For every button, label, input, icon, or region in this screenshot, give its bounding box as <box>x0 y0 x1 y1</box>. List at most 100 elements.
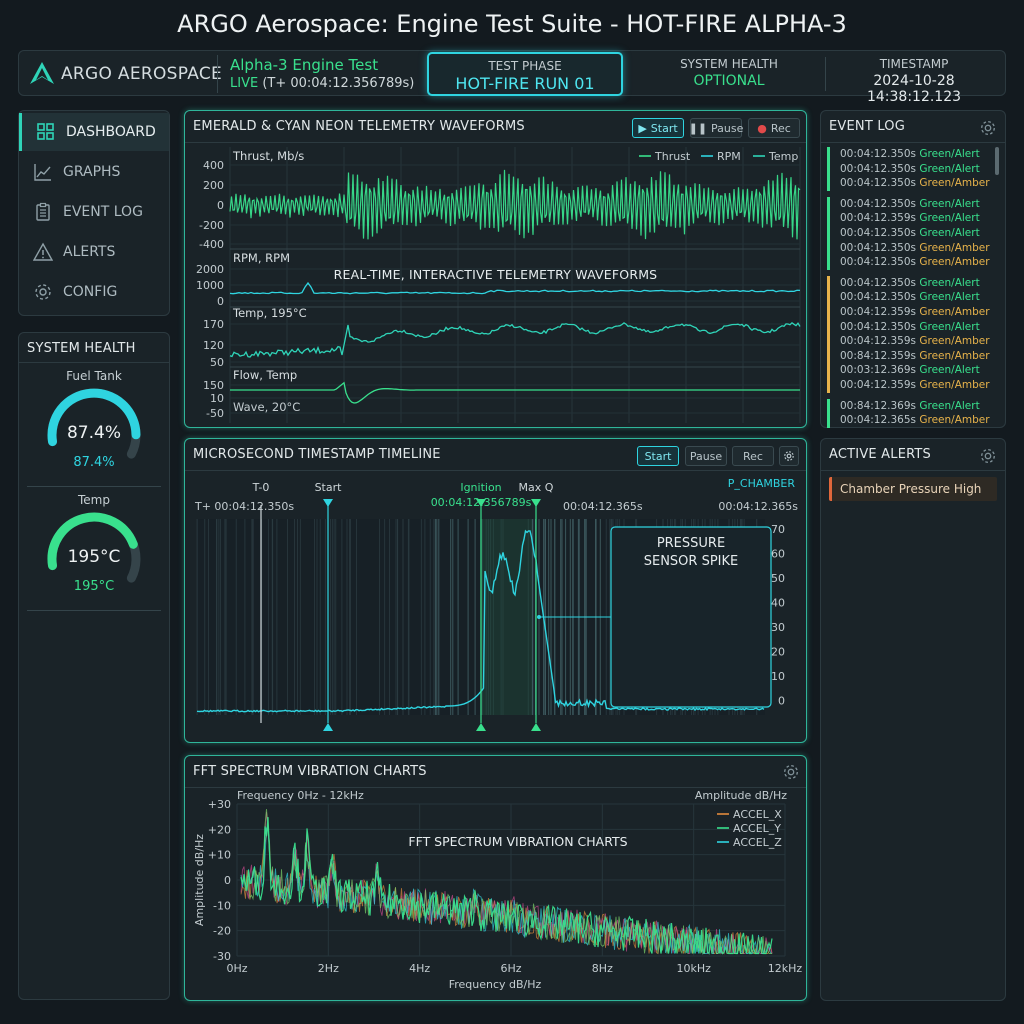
event-time: 00:04:12.350s <box>840 162 920 175</box>
record-icon: ● <box>757 121 767 135</box>
temp-value: 195°C <box>67 547 121 567</box>
nav-item-config[interactable]: CONFIG <box>19 273 169 311</box>
event-row[interactable]: 00:04:12.350s Green/Alert <box>840 320 995 335</box>
fft-panel: FFT SPECTRUM VIBRATION CHARTS +30 +20 +10 0… <box>184 755 807 1001</box>
track-label: Flow, Temp <box>233 368 297 382</box>
event-row[interactable]: 00:84:12.359s Green/Amber <box>840 349 995 364</box>
temp-gauge <box>47 512 141 583</box>
legend-label: ACCEL_Z <box>733 836 782 849</box>
marker-top-triangle[interactable] <box>476 499 486 507</box>
alert-item[interactable]: Chamber Pressure High <box>829 477 997 501</box>
event-row[interactable]: 00:04:12.350s Green/Alert <box>840 290 995 305</box>
telemetry-pause-button[interactable]: ❚❚ Pause <box>689 118 743 138</box>
flow-trace <box>230 381 800 404</box>
event-status: Green/Amber <box>919 241 990 254</box>
fft-overlay-text: FFT SPECTRUM VIBRATION CHARTS <box>408 834 627 849</box>
dashboard-icon <box>37 123 54 140</box>
event-time: 00:04:12.350s <box>840 320 920 333</box>
event-status: Green/Alert <box>919 399 980 412</box>
event-row[interactable]: 00:04:12.365s Green/Amber <box>840 413 995 428</box>
marker-bottom-triangle[interactable] <box>531 723 541 731</box>
y-axis-label: Amplitude dB/Hz <box>193 834 206 926</box>
event-status: Green/Alert <box>919 320 980 333</box>
event-row[interactable]: 00:04:12.350s Green/Amber <box>840 176 995 191</box>
gear-icon[interactable] <box>979 447 997 465</box>
track-label: RPM, RPM <box>233 251 290 265</box>
event-time: 00:04:12.365s <box>840 414 920 427</box>
event-row[interactable]: 00:04:12.350s Green/Alert <box>840 197 995 212</box>
legend-label: ACCEL_Y <box>733 822 781 835</box>
marker-bottom-triangle[interactable] <box>476 723 486 731</box>
fuel-tank-gauge <box>47 388 141 459</box>
timeline-start-button[interactable]: Start <box>637 446 679 466</box>
fft-amplitude-label: Amplitude dB/Hz <box>695 789 787 802</box>
event-row[interactable]: 00:04:12.359s Green/Alert <box>840 211 995 226</box>
timeline-rec-button[interactable]: Rec <box>732 446 774 466</box>
timestamp-label: TIMESTAMP <box>879 57 949 71</box>
nav-item-graphs[interactable]: GRAPHS <box>19 153 169 191</box>
marker-bottom-triangle[interactable] <box>323 723 333 731</box>
event-row[interactable]: 00:04:12.350s Green/Amber <box>840 241 995 256</box>
event-time: 00:04:12.350s <box>840 291 920 304</box>
y-tick-label: +30 <box>208 798 231 811</box>
event-group: 00:04:12.350s Green/Alert 00:04:12.350s G… <box>827 275 995 393</box>
y-tick-label: 60 <box>771 548 785 561</box>
marker-top-triangle[interactable] <box>531 499 541 507</box>
panel-title-bar <box>19 333 169 363</box>
series-label: P_CHAMBER <box>728 477 796 490</box>
legend-label: ACCEL_X <box>733 808 782 821</box>
event-row[interactable]: 00:04:12.359s Green/Amber <box>840 334 995 349</box>
event-status: Green/Alert <box>919 212 980 225</box>
event-row[interactable]: 00:04:12.350s Green/Amber <box>840 255 995 270</box>
event-log-scrollbar[interactable] <box>995 147 999 175</box>
tick-label: 1000 <box>196 279 224 292</box>
nav-label: CONFIG <box>63 284 118 300</box>
event-status: Green/Amber <box>919 378 990 391</box>
nav-item-alerts[interactable]: ALERTS <box>19 233 169 271</box>
event-row[interactable]: 00:04:12.350s Green/Alert <box>840 162 995 177</box>
event-status: Green/Alert <box>919 162 980 175</box>
event-status: Green/Alert <box>919 276 980 289</box>
timeline-settings-button[interactable] <box>779 446 799 466</box>
time-label: 00:04:12.365s <box>563 500 643 513</box>
telemetry-start-button[interactable]: ▶ Start <box>632 118 684 138</box>
system-health-label: SYSTEM HEALTH <box>680 57 778 71</box>
active-alerts-title: ACTIVE ALERTS <box>829 447 931 462</box>
event-row[interactable]: 00:04:12.359s Green/Amber <box>840 305 995 320</box>
event-time: 00:04:12.350s <box>840 276 920 289</box>
event-row[interactable]: 00:04:12.359s Green/Amber <box>840 378 995 393</box>
button-label: Rec <box>770 121 791 135</box>
gauge-label: Temp <box>78 493 110 507</box>
event-group: 00:04:12.350s Green/Alert 00:04:12.359s G… <box>827 196 995 270</box>
button-label: Start <box>650 121 678 135</box>
tick-label: 50 <box>210 356 224 369</box>
event-time: 00:04:12.350s <box>840 241 920 254</box>
nav-label: ALERTS <box>63 244 116 260</box>
inset-connector-dot <box>537 615 541 619</box>
event-time: 00:04:12.350s <box>840 256 920 269</box>
event-status: Green/Amber <box>919 256 990 269</box>
event-time: 00:04:12.359s <box>840 305 920 318</box>
gear-icon[interactable] <box>979 119 997 137</box>
event-row[interactable]: 00:04:12.350s Green/Alert <box>840 147 995 162</box>
nav-item-dashboard[interactable]: DASHBOARD <box>19 113 169 151</box>
telemetry-overlay-text: REAL-TIME, INTERACTIVE TELEMETRY WAVEFOR… <box>333 267 658 282</box>
fft-spectrum-trace <box>240 817 773 955</box>
x-tick-label: 6Hz <box>500 962 521 975</box>
telemetry-rec-button[interactable]: ● Rec <box>748 118 800 138</box>
gear-icon[interactable] <box>782 763 800 781</box>
timeline-pause-button[interactable]: Pause <box>685 446 727 466</box>
timeline-title: MICROSECOND TIMESTAMP TIMELINE <box>193 447 441 462</box>
graph-icon <box>34 164 51 181</box>
nav-item-event-log[interactable]: EVENT LOG <box>19 193 169 231</box>
marker-top-triangle[interactable] <box>323 499 333 507</box>
active-alerts-panel: ACTIVE ALERTS Chamber Pressure High <box>820 438 1006 1001</box>
event-row[interactable]: 00:04:12.350s Green/Alert <box>840 276 995 291</box>
event-group: 00:84:12.369s Green/Alert 00:04:12.365s G… <box>827 398 995 428</box>
time-label: 00:04:12.365s <box>718 500 798 513</box>
event-row[interactable]: 00:84:12.369s Green/Alert <box>840 399 995 414</box>
test-phase-value: HOT-FIRE RUN 01 <box>455 74 595 93</box>
event-row[interactable]: 00:03:12.369s Green/Alert <box>840 363 995 378</box>
event-row[interactable]: 00:04:12.350s Green/Alert <box>840 226 995 241</box>
inset-title: PRESSURE <box>657 536 725 551</box>
